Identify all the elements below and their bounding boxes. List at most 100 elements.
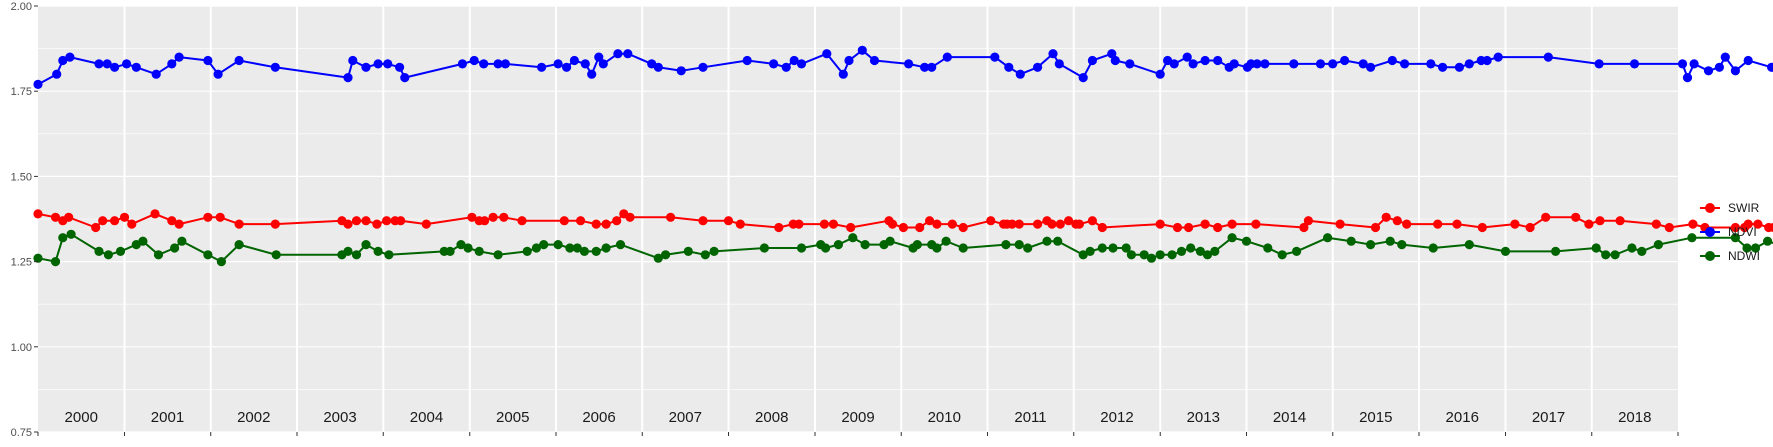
x-axis bbox=[37, 432, 1679, 436]
data-point bbox=[1370, 222, 1381, 233]
data-point bbox=[594, 52, 604, 62]
data-point bbox=[1188, 59, 1198, 69]
data-point bbox=[270, 62, 280, 72]
data-point bbox=[119, 212, 130, 222]
data-point bbox=[396, 216, 406, 226]
data-point bbox=[1651, 219, 1661, 229]
year-label: 2003 bbox=[323, 409, 356, 426]
data-point bbox=[1155, 69, 1165, 79]
year-label: 2012 bbox=[1100, 409, 1133, 426]
data-point bbox=[174, 52, 184, 62]
data-point bbox=[1126, 250, 1136, 260]
data-point bbox=[1125, 59, 1135, 69]
data-point bbox=[373, 246, 383, 256]
data-point bbox=[1346, 236, 1356, 246]
year-label: 2009 bbox=[841, 409, 874, 426]
data-point bbox=[821, 243, 831, 253]
data-point bbox=[1687, 233, 1697, 243]
data-point bbox=[828, 219, 839, 229]
data-point bbox=[580, 59, 590, 69]
data-point bbox=[479, 59, 489, 69]
data-point bbox=[1477, 222, 1487, 233]
data-point bbox=[1241, 236, 1252, 246]
data-point bbox=[33, 79, 43, 89]
data-point bbox=[1110, 55, 1120, 66]
year-label: 2000 bbox=[65, 409, 98, 426]
data-point bbox=[1186, 243, 1196, 253]
legend-label: SWIR bbox=[1728, 201, 1760, 215]
data-point bbox=[615, 240, 626, 250]
data-point bbox=[986, 216, 996, 226]
data-point bbox=[1078, 73, 1088, 83]
data-point bbox=[33, 253, 43, 263]
year-label: 2010 bbox=[928, 409, 961, 426]
data-point bbox=[958, 222, 968, 233]
data-point bbox=[796, 59, 807, 69]
data-point bbox=[1610, 250, 1620, 260]
data-point bbox=[613, 49, 623, 59]
data-point bbox=[1184, 222, 1194, 233]
data-point bbox=[351, 216, 362, 226]
data-point bbox=[990, 52, 1000, 62]
data-point bbox=[1629, 59, 1640, 69]
data-point bbox=[612, 216, 622, 226]
data-point bbox=[1172, 222, 1183, 233]
data-point bbox=[1323, 233, 1333, 243]
data-point bbox=[572, 243, 582, 253]
data-point bbox=[1510, 219, 1520, 229]
data-point bbox=[537, 62, 547, 72]
data-point bbox=[361, 62, 371, 72]
data-point bbox=[203, 55, 213, 66]
data-point bbox=[885, 236, 895, 246]
data-point bbox=[742, 55, 752, 66]
data-point bbox=[1315, 59, 1326, 69]
data-point bbox=[1229, 59, 1239, 69]
year-label: 2014 bbox=[1273, 409, 1306, 426]
y-axis: 0.75 1.00 1.25 1.50 1.75 2.00 bbox=[11, 1, 38, 439]
data-point bbox=[1289, 59, 1299, 69]
data-point bbox=[769, 59, 779, 69]
data-point bbox=[958, 243, 968, 253]
data-point bbox=[1200, 219, 1210, 229]
legend-item-ndvi: NDVI bbox=[1700, 225, 1757, 239]
data-point bbox=[270, 219, 280, 229]
data-point bbox=[1292, 246, 1302, 256]
data-point bbox=[457, 59, 467, 69]
data-point bbox=[1064, 216, 1074, 226]
data-point bbox=[1500, 246, 1511, 256]
data-point bbox=[174, 219, 184, 229]
data-point bbox=[1358, 59, 1368, 69]
data-point bbox=[1682, 73, 1693, 83]
data-point bbox=[1078, 250, 1088, 260]
data-point bbox=[912, 240, 922, 250]
data-point bbox=[474, 246, 484, 256]
data-point bbox=[1107, 49, 1117, 59]
data-point bbox=[52, 69, 62, 79]
data-point bbox=[167, 216, 177, 226]
data-point bbox=[700, 250, 710, 260]
year-label: 2008 bbox=[755, 409, 788, 426]
data-point bbox=[1433, 219, 1443, 229]
data-point bbox=[469, 55, 479, 66]
data-point bbox=[138, 236, 148, 246]
data-point bbox=[50, 212, 61, 222]
data-point bbox=[488, 212, 498, 222]
data-point bbox=[1452, 219, 1462, 229]
legend-marker bbox=[1705, 251, 1715, 261]
data-point bbox=[115, 246, 126, 256]
data-point bbox=[467, 212, 477, 222]
data-point bbox=[587, 69, 597, 79]
y-tick-label: 1.75 bbox=[11, 86, 32, 98]
y-tick-label: 1.00 bbox=[11, 342, 32, 354]
data-point bbox=[887, 219, 898, 229]
data-point bbox=[1169, 59, 1179, 69]
data-point bbox=[1400, 59, 1410, 69]
data-point bbox=[66, 229, 76, 239]
data-point bbox=[869, 55, 880, 66]
data-point bbox=[1653, 240, 1663, 250]
data-point bbox=[723, 216, 734, 226]
data-point bbox=[64, 212, 74, 222]
data-point bbox=[1139, 250, 1149, 260]
data-point bbox=[915, 222, 925, 233]
